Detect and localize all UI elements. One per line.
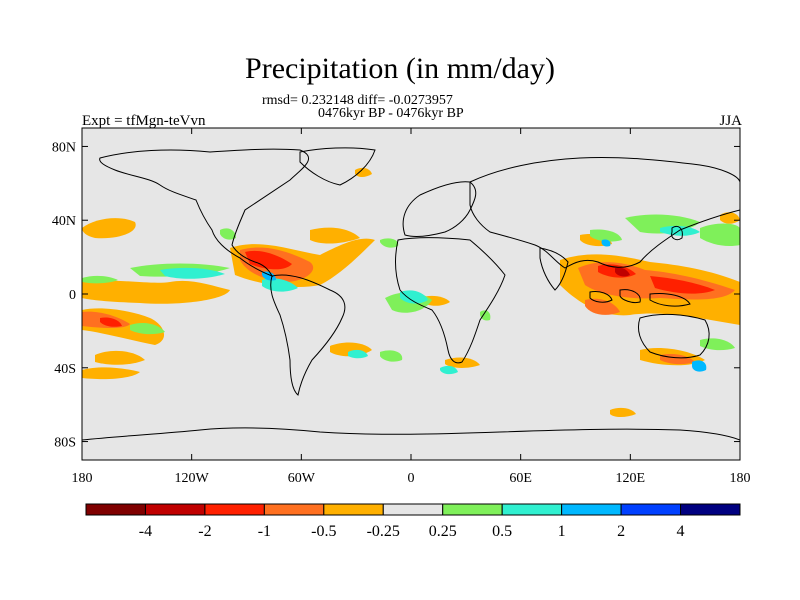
colorbar-swatch: [263, 503, 325, 516]
colorbar-label: -4: [139, 523, 152, 540]
colorbar-swatch: [85, 503, 146, 516]
colorbar-label: -2: [198, 523, 211, 540]
colorbar-label: -0.25: [367, 523, 400, 540]
latitude-axis: 80N 40N 0 40S 80S: [52, 140, 740, 451]
colorbar: -4 -2 -1 -0.5 -0.25 0.25 0.5 1 2 4: [85, 503, 741, 540]
colorbar-label: 0.5: [492, 523, 512, 540]
colorbar-swatch: [561, 503, 622, 516]
period-subtitle: 0476kyr BP - 0476kyr BP: [318, 106, 464, 121]
season-label: JJA: [719, 113, 742, 129]
anomaly-pos-0.5: [160, 225, 700, 375]
colorbar-label: -1: [258, 523, 271, 540]
lon-tick-label: 120W: [175, 471, 210, 486]
lon-tick-label: 120E: [616, 471, 646, 486]
anomaly-neg-2: [615, 267, 630, 277]
colorbar-label: 0.25: [429, 523, 457, 540]
colorbar-label: 1: [558, 523, 566, 540]
precip-anomaly-layer: [82, 147, 740, 441]
lat-tick-label: 40S: [54, 362, 76, 377]
colorbar-swatch: [144, 503, 206, 516]
lon-tick-label: 0: [408, 471, 415, 486]
colorbar-swatch: [680, 503, 741, 516]
lon-tick-label: 60W: [288, 471, 316, 486]
colorbar-label: -0.5: [311, 523, 336, 540]
stats-subtitle: rmsd= 0.232148 diff= -0.0273957: [262, 93, 453, 108]
lat-tick-label: 80S: [54, 436, 76, 451]
lat-tick-label: 40N: [52, 214, 76, 229]
plot-title: Precipitation (in mm/day): [245, 52, 555, 85]
coastlines: [82, 147, 740, 441]
lat-tick-label: 0: [69, 288, 76, 303]
colorbar-swatch: [620, 503, 682, 516]
colorbar-swatch: [323, 503, 384, 516]
lat-tick-label: 80N: [52, 140, 76, 155]
longitude-axis: 180 120W 60W 0 60E 120E 180: [72, 128, 751, 486]
experiment-label: Expt = tfMgn-teVvn: [82, 113, 206, 129]
colorbar-swatch: [382, 503, 444, 516]
lon-tick-label: 180: [730, 471, 751, 486]
colorbar-swatch: [442, 503, 503, 516]
colorbar-swatch: [204, 503, 265, 516]
colorbar-label: 2: [617, 523, 625, 540]
lon-tick-label: 60E: [509, 471, 532, 486]
colorbar-label: 4: [677, 523, 685, 540]
lon-tick-label: 180: [72, 471, 93, 486]
colorbar-swatch: [501, 503, 563, 516]
